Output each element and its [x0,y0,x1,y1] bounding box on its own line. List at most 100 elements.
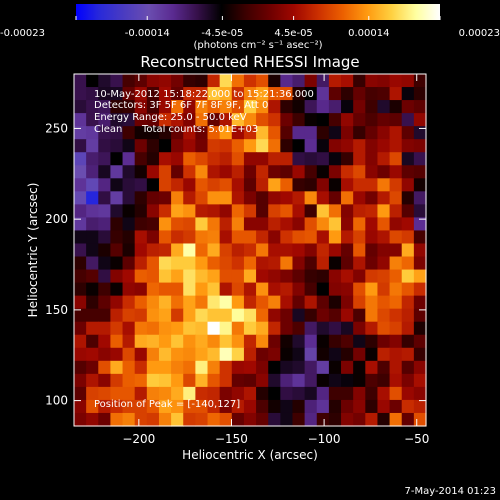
heatmap-cell [158,308,172,323]
heatmap-cell [183,399,196,414]
heatmap-cell [268,165,281,179]
heatmap-cell [353,399,366,414]
heatmap-cell [195,126,209,140]
heatmap-cell [280,204,294,219]
heatmap-cell [183,74,196,88]
heatmap-cell [219,256,233,271]
x-tick-label: −50 [404,432,429,446]
heatmap-cell [183,191,196,205]
heatmap-cell [413,100,427,114]
info-total-counts: Total counts: 5.01E+03 [141,124,258,135]
heatmap-cell [316,100,330,114]
heatmap-cell [292,100,306,114]
heatmap-cell [219,386,233,401]
heatmap-cell [122,152,136,166]
heatmap-cell [171,191,184,205]
heatmap-cell [413,321,427,336]
heatmap-cell [365,269,379,284]
heatmap-cell [219,412,233,427]
x-tick-label: −200 [122,432,155,446]
heatmap-cell [183,113,196,127]
heatmap-cell [74,178,87,192]
heatmap-cell [268,113,281,127]
heatmap-cell [328,360,342,375]
heatmap-cell [304,126,318,140]
heatmap-cell [207,373,221,388]
heatmap-cell [365,126,379,140]
heatmap-cell [268,412,281,427]
heatmap-cell [353,165,366,179]
heatmap-cell [377,321,391,336]
heatmap-cell [207,243,221,258]
heatmap-cell [98,321,112,336]
heatmap-cell [243,386,257,401]
heatmap-cell [195,204,209,219]
heatmap-cell [195,295,209,310]
heatmap-cell [86,295,99,310]
heatmap-cell [243,308,257,323]
heatmap-cell [219,360,233,375]
heatmap-cell [171,243,184,258]
heatmap-cell [268,217,281,232]
heatmap-cell [219,178,233,192]
heatmap-cell [110,165,124,179]
heatmap-cell [341,165,354,179]
heatmap-cell [401,165,415,179]
heatmap-cell [195,360,209,375]
heatmap-cell [86,217,99,232]
heatmap-cell [158,399,172,414]
heatmap-cell [256,217,269,232]
heatmap-cell [256,126,269,140]
heatmap-cell [256,308,269,323]
heatmap-cell [98,347,112,362]
heatmap-cell [207,399,221,414]
y-tick-label: 150 [45,303,68,317]
heatmap-cell [158,386,172,401]
heatmap-cell [183,347,196,362]
heatmap-cell [389,178,403,192]
heatmap-cell [146,282,160,297]
heatmap-cell [377,217,391,232]
heatmap-cell [86,87,99,101]
heatmap-cell [219,243,233,258]
heatmap-cell [328,126,342,140]
heatmap-image [74,74,427,427]
heatmap-cell [86,243,99,258]
heatmap-cell [365,243,379,258]
heatmap-cell [86,347,99,362]
heatmap-cell [158,152,172,166]
heatmap-cell [243,399,257,414]
heatmap-cell [231,87,245,101]
heatmap-cell [171,347,184,362]
heatmap-cell [171,412,184,427]
heatmap-cell [401,178,415,192]
heatmap-cell [413,191,427,205]
heatmap-cell [74,321,87,336]
heatmap-cell [195,347,209,362]
heatmap-cell [98,191,112,205]
heatmap-cell [134,386,148,401]
heatmap-cell [256,360,269,375]
heatmap-cell [146,373,160,388]
heatmap-cell [171,334,184,349]
heatmap-cell [207,334,221,349]
heatmap-cell [292,334,306,349]
heatmap-cell [74,152,87,166]
colorbar-tick-label: -0.00014 [125,28,170,39]
heatmap-cell [304,334,318,349]
heatmap-cell [341,243,354,258]
heatmap-cell [280,373,294,388]
heatmap-cell [122,74,136,88]
heatmap-cell [231,269,245,284]
heatmap-cell [74,347,87,362]
heatmap-cell [389,165,403,179]
heatmap-cell [183,321,196,336]
heatmap-cell [146,74,160,88]
heatmap-cell [183,217,196,232]
heatmap-cell [219,373,233,388]
heatmap-cell [316,295,330,310]
heatmap-cell [316,230,330,245]
heatmap-cell [256,87,269,101]
heatmap-cell [292,152,306,166]
heatmap-cell [365,412,379,427]
